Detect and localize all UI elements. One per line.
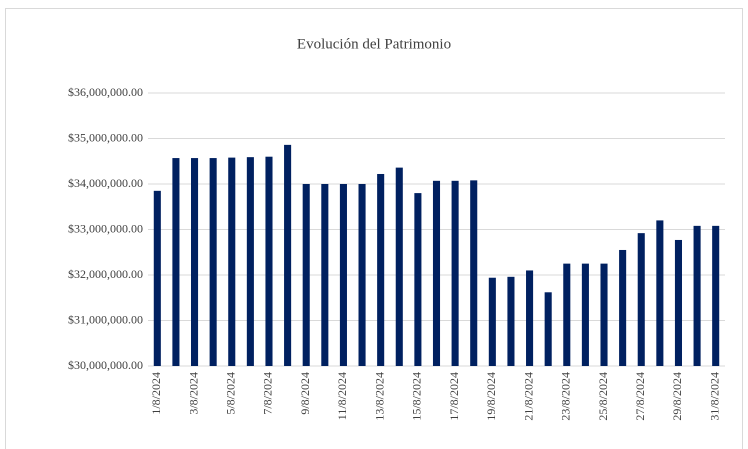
bar — [712, 225, 720, 366]
x-tick-label: 25/8/2024 — [596, 372, 610, 421]
bar — [619, 249, 627, 366]
bar — [544, 292, 552, 366]
x-tick-label: 21/8/2024 — [521, 372, 535, 421]
x-tick-label: 29/8/2024 — [670, 372, 684, 421]
x-tick-label: 7/8/2024 — [261, 372, 275, 415]
bar — [581, 263, 589, 366]
chart-frame — [5, 8, 743, 449]
y-tick-label: $35,000,000.00 — [68, 130, 143, 144]
bar — [526, 270, 534, 366]
bar — [674, 239, 683, 366]
bar — [209, 158, 217, 366]
bar — [507, 276, 515, 366]
bar — [172, 158, 180, 366]
bar — [600, 263, 608, 366]
bar — [414, 193, 422, 366]
bar — [284, 144, 292, 366]
bar — [321, 184, 329, 366]
x-tick-label: 23/8/2024 — [559, 372, 573, 421]
bar — [302, 184, 310, 366]
x-tick-label: 31/8/2024 — [707, 372, 721, 421]
bar — [153, 190, 161, 366]
y-tick-label: $31,000,000.00 — [68, 312, 143, 326]
x-tick-label: 13/8/2024 — [372, 372, 386, 421]
bar — [656, 220, 664, 366]
x-tick-label: 19/8/2024 — [484, 372, 498, 421]
y-tick-label: $30,000,000.00 — [68, 358, 143, 372]
bar — [488, 277, 496, 366]
bar — [563, 263, 571, 366]
x-tick-label: 1/8/2024 — [149, 372, 163, 415]
bar — [693, 225, 701, 366]
x-tick-label: 15/8/2024 — [410, 372, 424, 421]
bar — [339, 184, 347, 366]
x-tick-label: 9/8/2024 — [298, 372, 312, 415]
x-tick-label: 11/8/2024 — [335, 372, 349, 420]
chart-title: Evolución del Patrimonio — [297, 36, 451, 52]
bar — [246, 157, 254, 366]
y-tick-label: $33,000,000.00 — [68, 221, 143, 235]
bar — [190, 158, 199, 366]
y-tick-label: $32,000,000.00 — [68, 267, 143, 281]
y-tick-label: $36,000,000.00 — [68, 85, 143, 99]
bar — [451, 180, 459, 366]
x-tick-label: 17/8/2024 — [447, 372, 461, 421]
bar — [265, 156, 273, 366]
bar — [637, 233, 645, 366]
bar — [377, 173, 385, 366]
bar — [470, 180, 478, 366]
x-tick-label: 5/8/2024 — [224, 372, 238, 415]
bar — [432, 180, 441, 366]
y-tick-label: $34,000,000.00 — [68, 176, 143, 190]
x-tick-label: 27/8/2024 — [633, 372, 647, 421]
bar — [395, 167, 403, 366]
x-tick-label: 3/8/2024 — [186, 372, 200, 415]
bar — [358, 184, 366, 366]
bar — [228, 157, 236, 366]
